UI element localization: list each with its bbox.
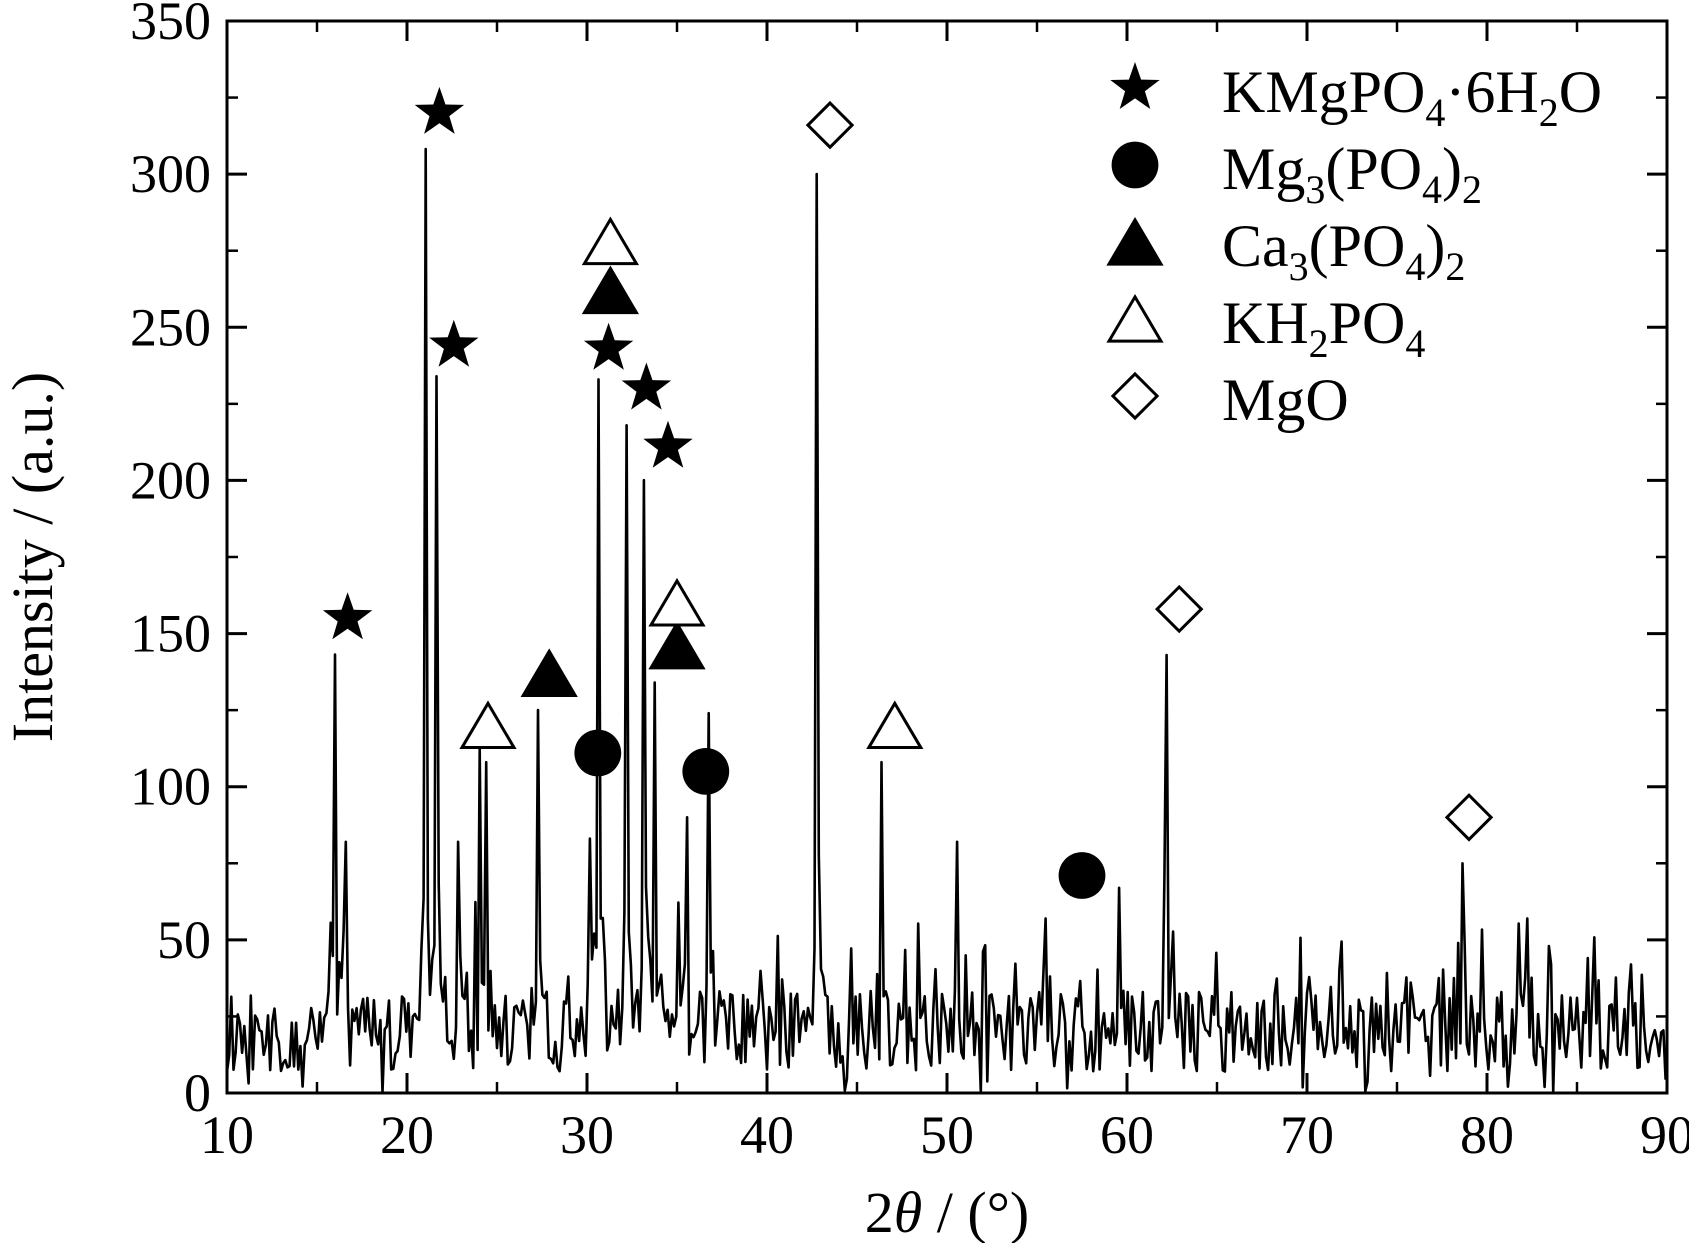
legend-label-part: (PO — [1325, 136, 1422, 202]
filled-star-marker — [643, 420, 693, 468]
legend-label: KMgPO4·6H2O — [1222, 59, 1602, 135]
legend-entry: MgO — [1110, 367, 1349, 433]
filled-star-marker — [583, 322, 634, 370]
y-tick-label: 0 — [184, 1063, 211, 1123]
y-tick-label: 250 — [130, 297, 211, 357]
legend-label-part: KH — [1222, 290, 1309, 356]
x-axis-ticks: 10 20 30 40 50 60 70 80 90 — [200, 21, 1689, 1165]
legend-label-part: Ca — [1222, 213, 1289, 279]
legend-label-subscript: 4 — [1425, 90, 1445, 135]
phase-markers — [322, 86, 1494, 899]
x-axis-title-theta: θ — [894, 1180, 923, 1243]
filled-circle-legend-icon — [1111, 141, 1159, 189]
legend-label-part: ·6H — [1445, 59, 1538, 125]
x-axis-title: 2θ / (°) — [865, 1180, 1029, 1243]
x-axis-title-prefix: 2 — [865, 1180, 894, 1243]
filled-triangle-marker — [520, 648, 578, 697]
open-triangle-marker — [648, 577, 706, 627]
legend-entry: KMgPO4·6H2O — [1110, 59, 1602, 135]
y-tick-label: 50 — [157, 910, 211, 970]
legend-label-subscript: 4 — [1405, 244, 1425, 289]
x-tick-label: 60 — [1100, 1105, 1154, 1165]
open-triangle-marker — [459, 700, 517, 750]
legend-entry: Mg3(PO4)2 — [1111, 136, 1482, 212]
legend-label-subscript: 2 — [1539, 90, 1559, 135]
legend-label-subscript: 2 — [1445, 244, 1465, 289]
legend-entry: KH2PO4 — [1106, 290, 1425, 366]
y-tick-label: 300 — [130, 144, 211, 204]
filled-circle-marker — [682, 748, 730, 795]
legend-label-subscript: 2 — [1462, 167, 1482, 212]
open-triangle-marker — [581, 216, 640, 266]
open-diamond-marker — [1154, 584, 1204, 634]
legend-label: KH2PO4 — [1222, 290, 1425, 366]
y-axis-ticks: 0 50 100 150 200 250 300 350 — [130, 0, 1667, 1123]
legend-label-part: (PO — [1309, 213, 1406, 279]
legend-label: Mg3(PO4)2 — [1222, 136, 1482, 212]
x-tick-label: 80 — [1460, 1105, 1514, 1165]
legend-label-part: ) — [1425, 213, 1445, 279]
filled-triangle-legend-icon — [1106, 216, 1164, 266]
x-tick-label: 30 — [560, 1105, 614, 1165]
x-tick-label: 40 — [740, 1105, 794, 1165]
legend-label-subscript: 3 — [1289, 244, 1309, 289]
filled-star-marker — [414, 86, 465, 134]
filled-triangle-marker — [648, 620, 706, 670]
x-axis-title-suffix: / (°) — [922, 1180, 1029, 1243]
filled-triangle-marker — [581, 265, 640, 315]
legend-label-part: O — [1559, 59, 1602, 125]
legend-label-part: PO — [1329, 290, 1406, 356]
legend-label-subscript: 3 — [1305, 167, 1325, 212]
x-tick-label: 50 — [920, 1105, 974, 1165]
filled-circle-marker — [1058, 852, 1106, 899]
legend-label-part: ) — [1442, 136, 1462, 202]
legend-label-subscript: 4 — [1405, 321, 1425, 366]
x-tick-label: 90 — [1640, 1105, 1689, 1165]
y-axis-title: Intensity / (a.u.) — [0, 372, 65, 742]
legend-label: MgO — [1222, 367, 1349, 433]
legend-entry: Ca3(PO4)2 — [1106, 213, 1465, 289]
filled-circle-marker — [574, 729, 622, 777]
filled-star-legend-icon — [1110, 62, 1160, 109]
open-diamond-marker — [1444, 793, 1494, 842]
legend-label-subscript: 2 — [1309, 321, 1329, 366]
filled-star-marker — [621, 362, 672, 410]
x-tick-label: 10 — [200, 1105, 254, 1165]
open-diamond-marker — [805, 100, 855, 150]
open-diamond-legend-icon — [1110, 371, 1160, 421]
y-tick-label: 350 — [130, 0, 211, 51]
open-triangle-legend-icon — [1106, 293, 1164, 343]
y-tick-label: 200 — [130, 450, 211, 510]
legend-label-part: KMgPO — [1222, 59, 1425, 125]
legend-label-subscript: 4 — [1422, 167, 1442, 212]
legend-label: Ca3(PO4)2 — [1222, 213, 1465, 289]
open-triangle-marker — [866, 700, 924, 750]
y-tick-label: 100 — [130, 757, 211, 817]
xrd-pattern-line — [225, 147, 1667, 1094]
y-tick-label: 150 — [130, 604, 211, 664]
filled-star-marker — [429, 319, 479, 367]
legend-label-part: MgO — [1222, 367, 1349, 433]
x-tick-label: 20 — [380, 1105, 434, 1165]
x-tick-label: 70 — [1280, 1105, 1334, 1165]
filled-star-marker — [322, 592, 373, 640]
legend-label-part: Mg — [1222, 136, 1305, 202]
